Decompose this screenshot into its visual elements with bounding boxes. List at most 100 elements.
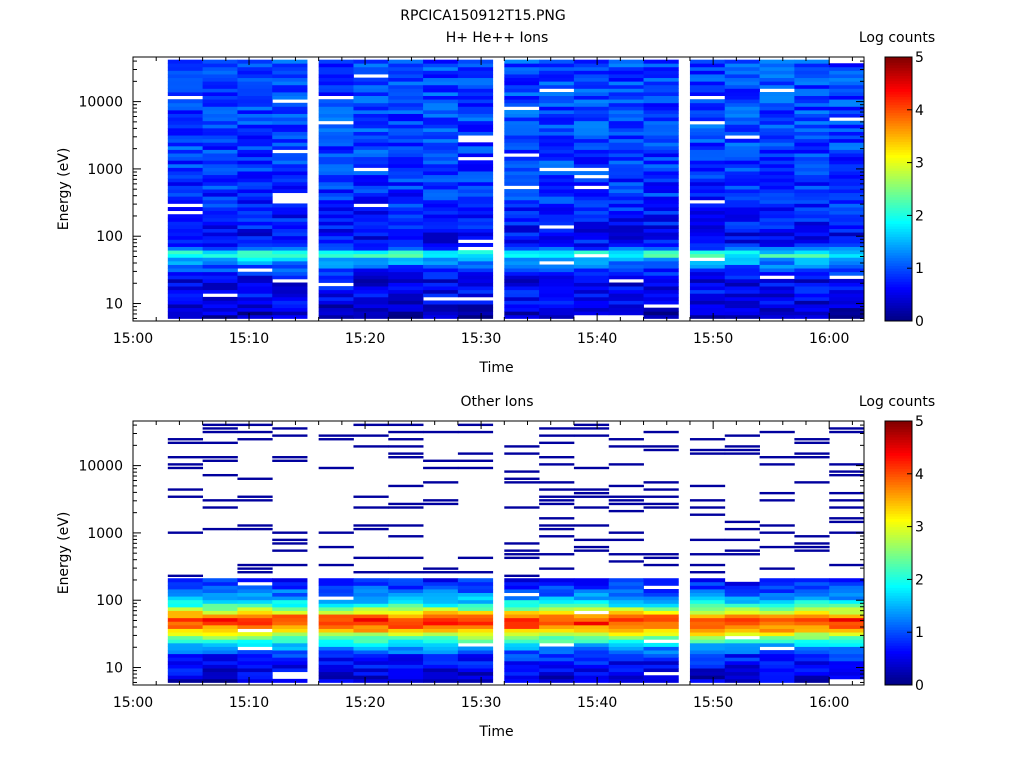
heatmap-cell bbox=[388, 239, 424, 244]
colorbar-tick-label: 4 bbox=[915, 103, 924, 119]
heatmap-cell bbox=[423, 599, 459, 604]
heatmap-cell bbox=[643, 253, 679, 258]
heatmap-cell bbox=[167, 286, 204, 291]
heatmap-cell bbox=[318, 131, 354, 136]
heatmap-cell bbox=[388, 585, 424, 590]
heatmap-cell bbox=[202, 239, 238, 244]
heatmap-cell bbox=[573, 66, 610, 71]
heatmap-cell bbox=[724, 671, 760, 676]
heatmap-cell bbox=[457, 113, 494, 118]
heatmap-cell bbox=[388, 610, 424, 615]
heatmap-cell bbox=[272, 66, 308, 71]
heatmap-cell bbox=[724, 581, 760, 586]
heatmap-cell bbox=[423, 174, 459, 179]
heatmap-cell bbox=[318, 153, 354, 158]
heatmap-cell bbox=[202, 246, 238, 251]
heatmap-cell bbox=[353, 610, 389, 615]
heatmap-cell bbox=[759, 314, 795, 319]
heatmap-cell bbox=[608, 127, 644, 132]
heatmap-cell bbox=[318, 228, 354, 233]
heatmap-cell bbox=[573, 491, 610, 495]
heatmap-cell bbox=[829, 135, 865, 140]
heatmap-cell bbox=[724, 448, 760, 452]
heatmap-cell bbox=[388, 606, 424, 611]
heatmap-cell bbox=[829, 88, 865, 93]
heatmap-cell bbox=[724, 178, 760, 183]
heatmap-cell bbox=[457, 289, 494, 294]
heatmap-cell bbox=[539, 271, 575, 276]
heatmap-cell bbox=[272, 117, 308, 122]
x-tick-label: 15:50 bbox=[693, 695, 733, 711]
heatmap-cell bbox=[724, 606, 760, 611]
heatmap-cell bbox=[388, 307, 424, 312]
y-tick-label: 10 bbox=[105, 661, 123, 677]
heatmap-cell bbox=[689, 271, 726, 276]
heatmap-cell bbox=[759, 84, 795, 89]
heatmap-cell bbox=[689, 438, 726, 441]
heatmap-cell bbox=[272, 657, 308, 662]
heatmap-cell bbox=[504, 207, 540, 212]
x-tick-label: 15:10 bbox=[229, 695, 269, 711]
colorbar-band bbox=[885, 78, 912, 82]
heatmap-cell bbox=[457, 278, 494, 283]
colorbar-band bbox=[885, 146, 912, 150]
heatmap-cell bbox=[423, 610, 459, 615]
heatmap-cell bbox=[272, 610, 308, 615]
heatmap-cell bbox=[829, 138, 865, 143]
heatmap-cell bbox=[237, 167, 273, 172]
heatmap-cell bbox=[318, 642, 354, 647]
heatmap-cell bbox=[423, 257, 459, 262]
heatmap-cell bbox=[457, 145, 494, 150]
colorbar-band bbox=[885, 531, 912, 536]
heatmap-cell bbox=[353, 300, 389, 305]
heatmap-cell bbox=[457, 459, 494, 462]
x-axis-label: Time bbox=[478, 724, 513, 740]
heatmap-cell bbox=[689, 499, 726, 502]
heatmap-cell bbox=[318, 210, 354, 215]
heatmap-cell bbox=[318, 242, 354, 247]
heatmap-cell bbox=[457, 610, 494, 615]
heatmap-cell bbox=[539, 268, 575, 273]
heatmap-cell bbox=[689, 563, 726, 567]
heatmap-cell bbox=[457, 314, 494, 319]
heatmap-cell bbox=[504, 621, 540, 626]
heatmap-cell bbox=[388, 113, 424, 118]
colorbar-band bbox=[885, 608, 912, 612]
colorbar-band bbox=[885, 170, 912, 174]
heatmap-cell bbox=[237, 653, 273, 658]
heatmap-cell bbox=[608, 135, 644, 140]
heatmap-cell bbox=[167, 531, 204, 534]
heatmap-cell bbox=[167, 610, 204, 615]
heatmap-cell bbox=[573, 160, 610, 165]
heatmap-cell bbox=[353, 192, 389, 197]
heatmap-cell bbox=[689, 88, 726, 93]
heatmap-cell bbox=[202, 459, 238, 462]
heatmap-cell bbox=[423, 250, 459, 255]
heatmap-cell bbox=[504, 268, 540, 273]
heatmap-cell bbox=[759, 102, 795, 107]
heatmap-cell bbox=[759, 499, 795, 502]
heatmap-cell bbox=[759, 214, 795, 219]
heatmap-cell bbox=[167, 495, 204, 498]
heatmap-cell bbox=[539, 232, 575, 237]
heatmap-cell bbox=[272, 632, 308, 637]
heatmap-cell bbox=[573, 92, 610, 96]
heatmap-cell bbox=[353, 314, 389, 319]
heatmap-cell bbox=[167, 149, 204, 154]
heatmap-cell bbox=[457, 617, 494, 622]
heatmap-cell bbox=[202, 92, 238, 96]
heatmap-cell bbox=[643, 135, 679, 140]
heatmap-cell bbox=[167, 578, 204, 583]
heatmap-cell bbox=[388, 167, 424, 172]
heatmap-cell bbox=[318, 178, 354, 183]
heatmap-cell bbox=[759, 603, 795, 608]
heatmap-cell bbox=[353, 260, 389, 265]
heatmap-cell bbox=[689, 242, 726, 247]
heatmap-cell bbox=[272, 581, 308, 586]
heatmap-cell bbox=[573, 235, 610, 240]
heatmap-cell bbox=[272, 296, 308, 301]
heatmap-cell bbox=[272, 171, 308, 176]
colorbar-band bbox=[885, 566, 912, 570]
heatmap-cell bbox=[202, 196, 238, 201]
heatmap-cell bbox=[272, 102, 308, 107]
